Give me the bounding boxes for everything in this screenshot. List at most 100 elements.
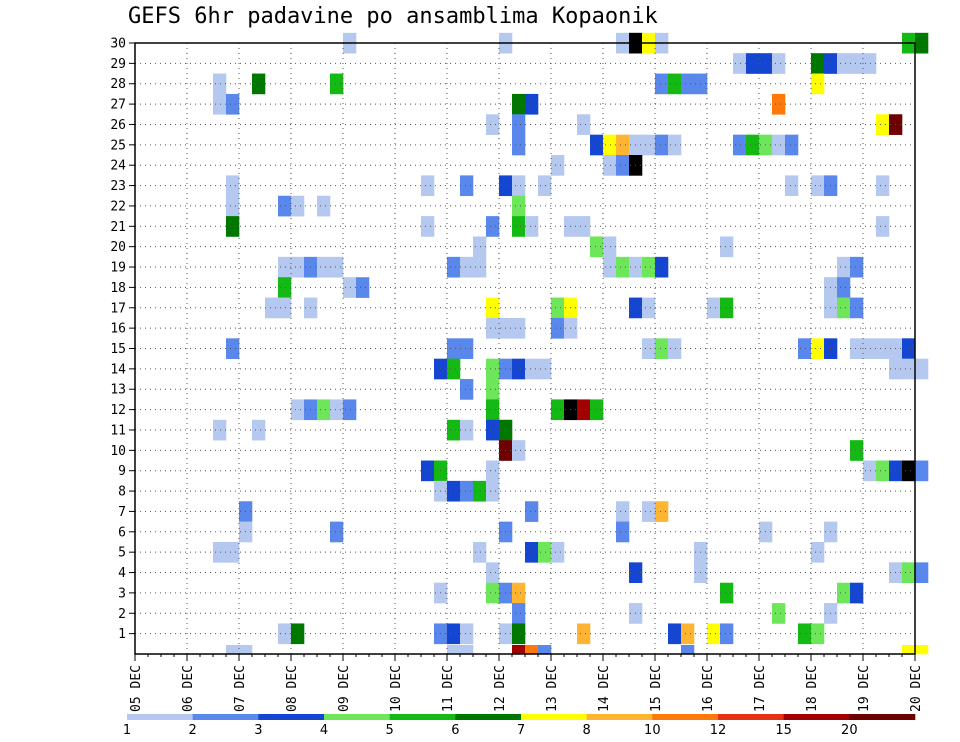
x-tick-label: 18 DEC: [805, 665, 820, 712]
x-tick-label: 08 DEC: [285, 665, 300, 712]
precip-cell: [668, 134, 682, 156]
precip-cell: [850, 53, 864, 74]
precip-cell: [252, 419, 266, 441]
precip-cell: [486, 317, 500, 339]
precip-cell: [330, 399, 344, 421]
precip-cell: [551, 155, 565, 176]
colorbar-label: 8: [583, 723, 591, 738]
precip-cell: [512, 134, 526, 156]
precip-cell: [486, 582, 500, 604]
y-tick-label: 26: [110, 118, 126, 133]
precip-cell: [551, 541, 565, 563]
precip-cell: [850, 256, 864, 278]
precip-cell: [473, 236, 487, 258]
precip-cell: [460, 175, 474, 197]
x-tick-label: 17 DEC: [753, 665, 768, 712]
y-tick-label: 28: [110, 77, 126, 92]
precip-cell: [902, 460, 916, 482]
precip-cell: [785, 175, 799, 197]
precip-cell: [447, 645, 461, 655]
precip-cell: [707, 297, 721, 319]
precip-cell: [590, 399, 604, 421]
precip-cell: [577, 623, 591, 645]
colorbar-label: 5: [386, 723, 394, 738]
precip-cell: [811, 53, 825, 74]
precip-cell: [278, 623, 292, 645]
precip-cell: [330, 256, 344, 278]
y-tick-label: 6: [118, 525, 126, 540]
precip-cell: [525, 501, 539, 522]
precip-cell: [837, 256, 851, 278]
y-tick-label: 25: [110, 138, 126, 153]
colorbar-segment: [783, 714, 850, 720]
precip-cell: [486, 399, 500, 421]
precip-cell: [486, 419, 500, 441]
precip-cell: [876, 175, 890, 197]
x-tick-label: 20 DEC: [909, 665, 924, 712]
precip-cell: [655, 501, 669, 522]
y-tick-label: 16: [110, 322, 126, 337]
precip-cell: [278, 195, 292, 217]
precip-cell: [538, 645, 552, 655]
precip-cell: [512, 195, 526, 217]
precip-cell: [733, 134, 747, 156]
precip-cell: [330, 73, 344, 95]
precip-cell: [915, 645, 929, 655]
precip-cell: [772, 93, 786, 115]
precip-cell: [447, 256, 461, 278]
x-tick-label: 05 DEC: [129, 665, 144, 712]
precip-cell: [486, 216, 500, 237]
precip-cell: [447, 338, 461, 359]
precip-cell: [473, 541, 487, 563]
precip-cell: [538, 358, 552, 380]
y-tick-label: 14: [110, 362, 126, 377]
precip-cell: [915, 358, 929, 380]
precip-cell: [226, 216, 240, 237]
precip-cell: [590, 134, 604, 156]
precip-cell: [278, 277, 292, 298]
precip-cell: [746, 53, 760, 74]
precip-cell: [460, 645, 474, 655]
colorbar-segment: [586, 714, 653, 720]
y-tick-label: 7: [118, 505, 126, 520]
precip-cell: [772, 603, 786, 624]
precip-cell: [239, 645, 253, 655]
precip-cell: [668, 338, 682, 359]
precip-cell: [317, 256, 331, 278]
precip-cell: [798, 338, 812, 359]
precip-cell: [915, 32, 929, 54]
precip-cell: [668, 623, 682, 645]
precip-cell: [577, 114, 591, 135]
colorbar-label: 7: [517, 723, 525, 738]
precip-cell: [902, 562, 916, 584]
precip-cell: [655, 73, 669, 95]
y-tick-label: 17: [110, 301, 126, 316]
precip-cell: [772, 53, 786, 74]
precip-cell: [460, 419, 474, 441]
precip-cell: [577, 399, 591, 421]
precip-cell: [460, 256, 474, 278]
precip-cell: [551, 399, 565, 421]
precip-cell: [447, 480, 461, 502]
precip-cell: [603, 134, 617, 156]
y-tick-label: 29: [110, 57, 126, 72]
precip-cell: [213, 419, 227, 441]
precip-cell: [226, 175, 240, 197]
precip-cell: [655, 134, 669, 156]
precip-cell: [616, 155, 630, 176]
y-tick-label: 2: [118, 607, 126, 622]
precip-cell: [837, 582, 851, 604]
precip-cell: [512, 582, 526, 604]
precip-cell: [876, 338, 890, 359]
precip-cell: [538, 541, 552, 563]
precip-cell: [525, 541, 539, 563]
precip-cell: [850, 440, 864, 461]
precip-cell: [746, 134, 760, 156]
precip-cell: [720, 236, 734, 258]
precip-cell: [720, 623, 734, 645]
y-tick-label: 19: [110, 261, 126, 276]
precip-cell: [720, 297, 734, 319]
precip-cell: [486, 460, 500, 482]
precip-cell: [525, 93, 539, 115]
